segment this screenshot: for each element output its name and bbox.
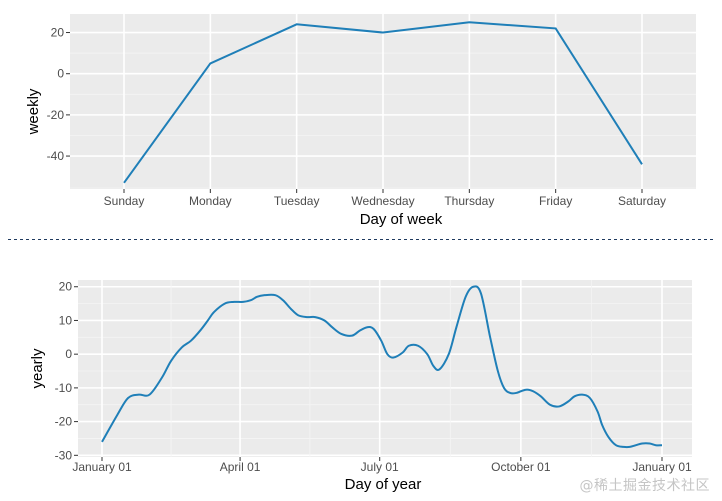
- weekly-x-tick-label: Monday: [189, 194, 232, 208]
- watermark-text: @稀土掘金技术社区: [580, 475, 711, 495]
- yearly-y-ticks: -30 -20 -10 0 10 20: [55, 280, 78, 463]
- weekly-y-tick-label: -20: [47, 108, 65, 122]
- yearly-x-tick-label: January 01: [632, 460, 692, 474]
- weekly-x-ticks: Sunday Monday Tuesday Wednesday Thursday Frid…: [104, 189, 666, 208]
- yearly-x-axis-label: Day of year: [345, 476, 422, 493]
- yearly-y-tick-label: 10: [59, 313, 73, 327]
- yearly-x-tick-label: July 01: [361, 460, 399, 474]
- yearly-x-tick-label: April 01: [220, 460, 261, 474]
- weekly-x-tick-label: Friday: [539, 194, 572, 208]
- yearly-x-ticks: January 01 April 01 July 01 October 01 Janua…: [72, 457, 692, 474]
- yearly-x-tick-label: October 01: [491, 460, 551, 474]
- yearly-y-tick-label: -20: [55, 415, 73, 429]
- weekly-y-ticks: -40 -20 0 20: [47, 26, 70, 164]
- weekly-x-axis-label: Day of week: [360, 211, 443, 228]
- weekly-y-axis-label: weekly: [25, 88, 42, 135]
- weekly-x-tick-label: Saturday: [618, 194, 666, 208]
- yearly-chart: -30 -20 -10 0 10 20 January 01 April 01 July 01…: [29, 280, 692, 493]
- yearly-y-axis-label: yearly: [29, 348, 46, 389]
- weekly-y-tick-label: 0: [57, 67, 64, 81]
- yearly-panel-background: [78, 280, 692, 457]
- weekly-x-tick-label: Wednesday: [351, 194, 414, 208]
- yearly-y-tick-label: -30: [55, 448, 73, 462]
- weekly-x-tick-label: Thursday: [444, 194, 494, 208]
- weekly-x-tick-label: Sunday: [104, 194, 145, 208]
- weekly-x-tick-label: Tuesday: [274, 194, 320, 208]
- yearly-x-tick-label: January 01: [72, 460, 132, 474]
- yearly-y-tick-label: 0: [65, 347, 72, 361]
- weekly-chart: -40 -20 0 20 Sunday Monday Tuesday Wednesday Th…: [25, 14, 696, 228]
- weekly-y-tick-label: 20: [51, 26, 65, 40]
- yearly-y-tick-label: -10: [55, 381, 73, 395]
- weekly-y-tick-label: -40: [47, 149, 65, 163]
- yearly-y-tick-label: 20: [59, 280, 73, 294]
